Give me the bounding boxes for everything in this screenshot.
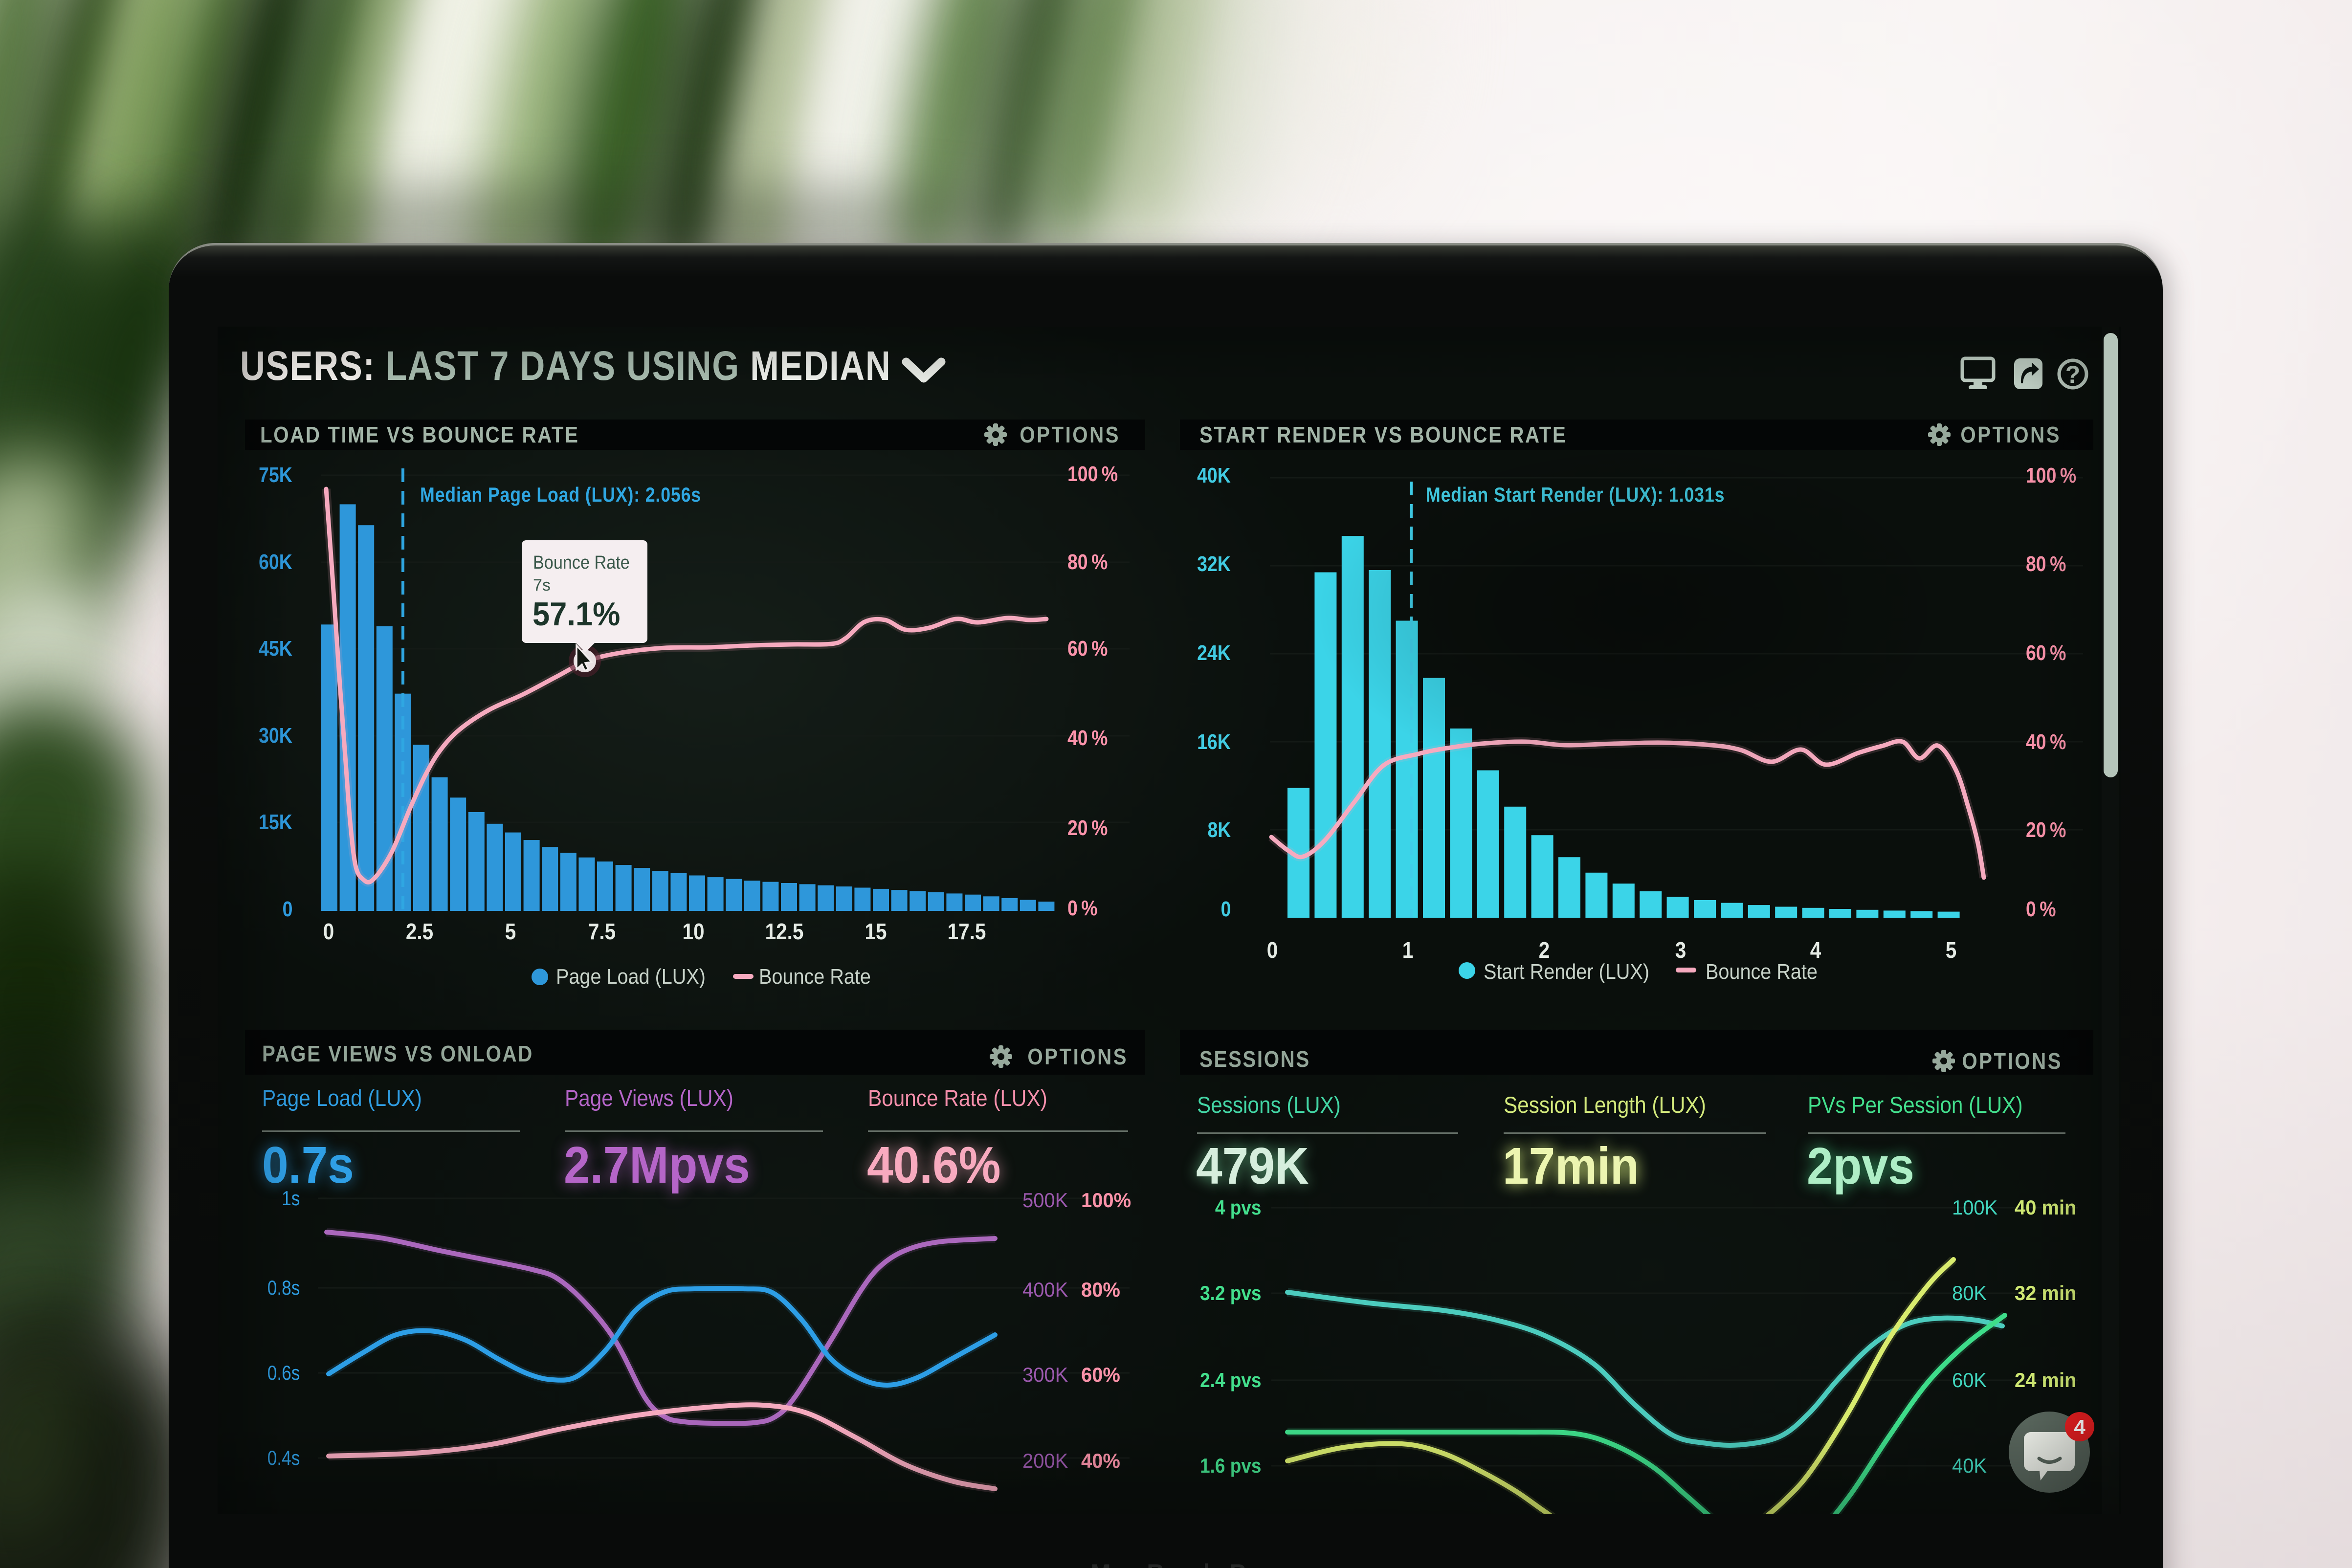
svg-text:?: ? xyxy=(2065,361,2081,388)
svg-text:4: 4 xyxy=(2074,1415,2086,1438)
